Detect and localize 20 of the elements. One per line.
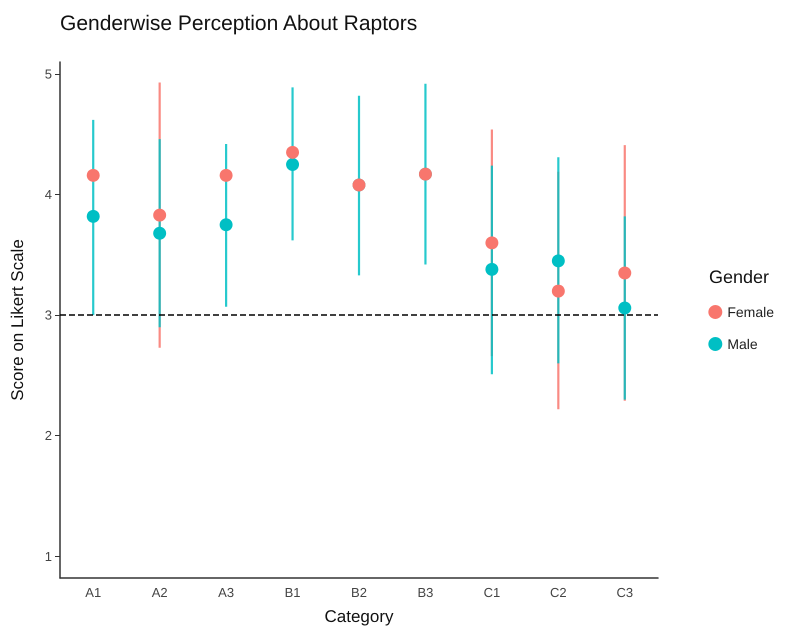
x-tick-label: B3	[417, 585, 434, 600]
x-tick-label: A1	[85, 585, 102, 600]
x-tick-label: C3	[616, 585, 634, 600]
x-tick-label: B1	[284, 585, 301, 600]
x-tick-label: C1	[484, 585, 500, 600]
x-axis-title: Category	[324, 607, 394, 626]
x-tick-label: A3	[218, 585, 234, 600]
y-tick-label: 5	[44, 66, 52, 82]
legend-title: Gender	[708, 267, 770, 287]
legend-label: Male	[727, 336, 758, 352]
y-axis-title: Score on Likert Scale	[8, 239, 27, 401]
x-tick-label: B2	[351, 585, 367, 600]
x-tick-label: C2	[550, 585, 567, 600]
chart-title: Genderwise Perception About Raptors	[60, 12, 418, 35]
y-tick-label: 2	[44, 428, 52, 444]
y-tick-label: 3	[44, 308, 52, 323]
y-tick-label: 1	[44, 548, 52, 564]
y-tick-label: 4	[44, 187, 52, 202]
x-tick-label: A2	[152, 585, 168, 600]
legend-label: Female	[727, 304, 774, 320]
